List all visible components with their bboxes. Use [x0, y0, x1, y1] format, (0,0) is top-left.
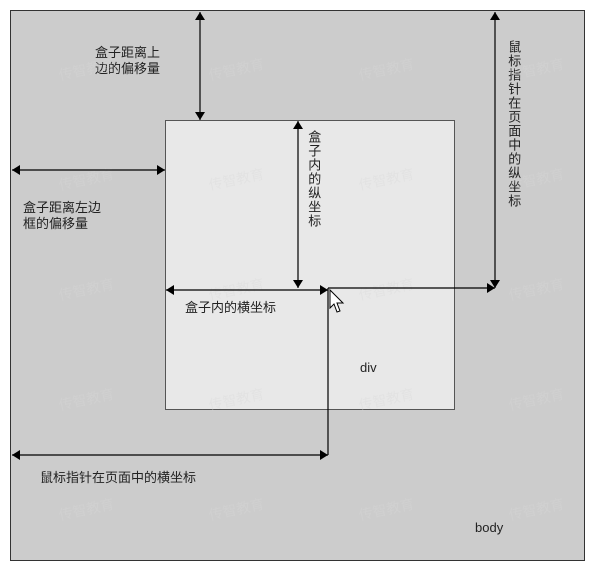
label-offset-left: 盒子距离左边框的偏移量 — [23, 200, 101, 233]
diagram-stage: 盒子距离上边的偏移量 盒子距离左边框的偏移量 盒子内的横坐标 盒子内的纵坐标 鼠… — [0, 0, 595, 571]
label-page-y: 鼠标指针在页面中的纵坐标 — [505, 40, 521, 208]
label-offset-top: 盒子距离上边的偏移量 — [95, 45, 160, 78]
label-inner-x: 盒子内的横坐标 — [185, 300, 276, 316]
label-page-x: 鼠标指针在页面中的横坐标 — [40, 470, 196, 486]
div-label: div — [360, 360, 377, 376]
body-label: body — [475, 520, 503, 536]
label-inner-y: 盒子内的纵坐标 — [305, 130, 321, 228]
